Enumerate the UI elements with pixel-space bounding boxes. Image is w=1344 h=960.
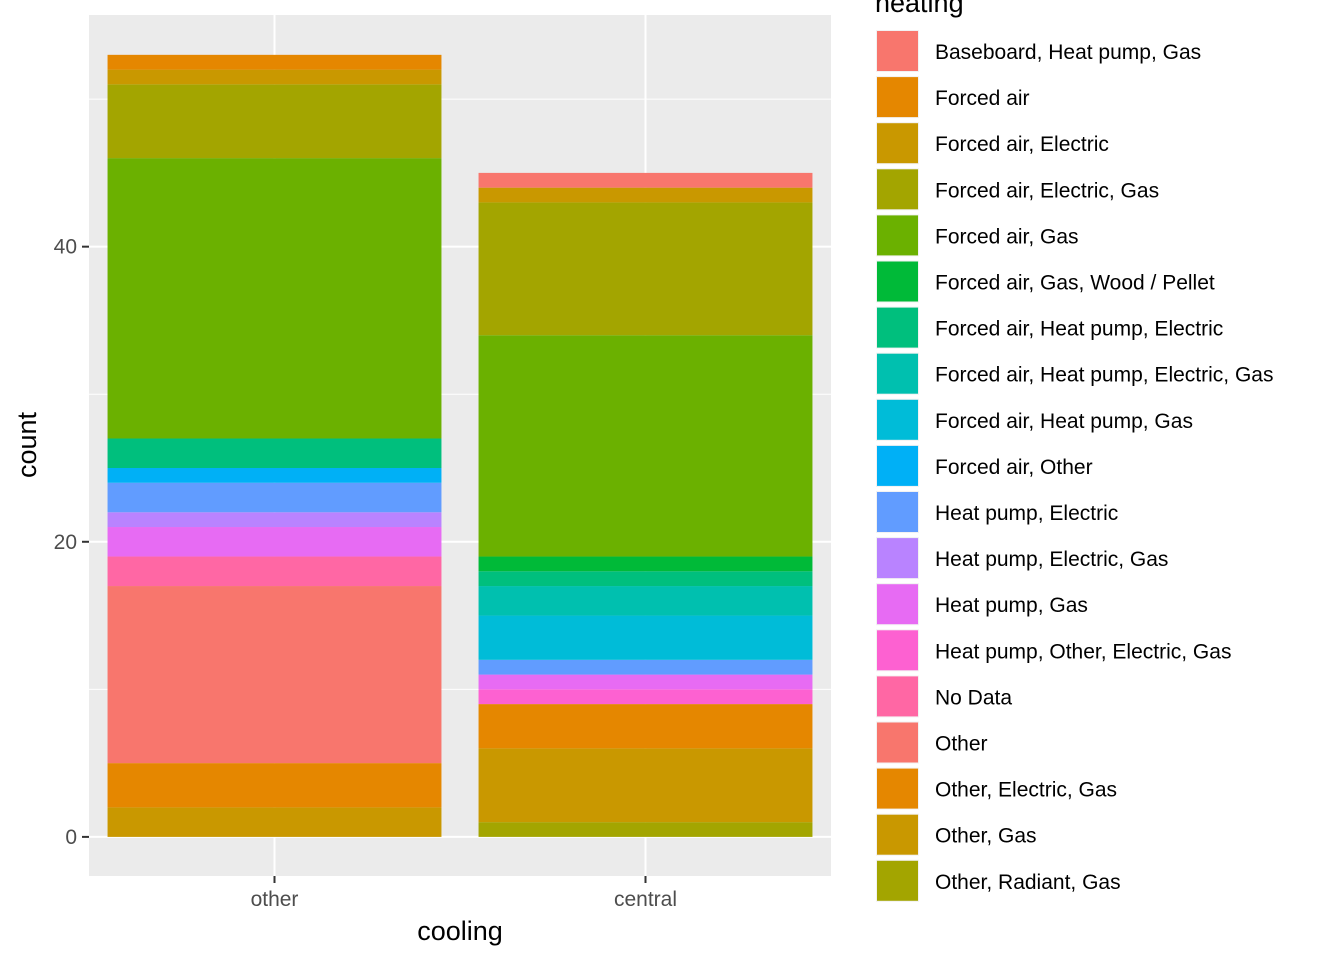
- bar-segment-central-16: [478, 704, 813, 749]
- legend-label: Other, Gas: [935, 825, 1037, 848]
- bar-segment-other-17: [107, 807, 442, 837]
- legend-label: Other, Radiant, Gas: [935, 871, 1121, 894]
- y-tick-label: 20: [54, 531, 77, 554]
- legend-label: Other: [935, 733, 988, 756]
- legend-label: Forced air, Gas: [935, 225, 1079, 248]
- legend-key-swatch: [877, 722, 918, 763]
- x-tick-label: central: [614, 888, 677, 911]
- legend-label: Forced air, Gas, Wood / Pellet: [935, 272, 1215, 295]
- bar-segment-other-10: [107, 482, 442, 513]
- bar-segment-central-13: [478, 689, 813, 705]
- bar-segment-other-2: [107, 69, 442, 85]
- legend-label: Heat pump, Other, Electric, Gas: [935, 640, 1231, 663]
- y-axis-title: count: [12, 411, 42, 478]
- legend-label: No Data: [935, 686, 1012, 709]
- legend-label: Baseboard, Heat pump, Gas: [935, 41, 1201, 64]
- legend-label: Forced air, Heat pump, Electric: [935, 318, 1223, 341]
- legend-key-swatch: [877, 123, 918, 164]
- legend-key-swatch: [877, 169, 918, 210]
- bar-segment-central-18: [478, 822, 813, 837]
- bar-segment-central-0: [478, 172, 813, 188]
- x-axis-title: cooling: [417, 916, 503, 946]
- legend-label: Heat pump, Gas: [935, 594, 1088, 617]
- bar-segment-central-10: [478, 659, 813, 675]
- x-tick-label: other: [251, 888, 299, 911]
- legend-key-swatch: [877, 353, 918, 394]
- legend-key-swatch: [877, 492, 918, 532]
- legend-label: Forced air: [935, 87, 1030, 110]
- legend-label: Heat pump, Electric: [935, 502, 1118, 525]
- bar-segment-other-14: [107, 556, 442, 587]
- legend-key-swatch: [877, 77, 918, 118]
- legend-key-swatch: [877, 445, 918, 486]
- bar-segment-other-3: [107, 84, 442, 159]
- bar-segment-central-2: [478, 187, 813, 203]
- bars: [107, 54, 813, 837]
- legend-label: Forced air, Electric: [935, 133, 1109, 156]
- y-tick-label: 40: [54, 236, 77, 259]
- legend: Baseboard, Heat pump, Gas Forced air Force…: [876, 30, 1273, 902]
- bar-segment-other-12: [107, 527, 442, 557]
- legend-key-swatch: [877, 584, 918, 625]
- y-axis: 0 20 40: [54, 236, 89, 849]
- legend-key-swatch: [877, 215, 918, 256]
- bar-segment-other-4: [107, 158, 442, 439]
- legend-label: Forced air, Other: [935, 456, 1093, 479]
- bar-segment-central-5: [478, 556, 813, 572]
- y-tick-label: 0: [65, 826, 77, 849]
- legend-title: heating: [875, 0, 964, 18]
- bar-segment-other-1: [107, 54, 442, 70]
- bar-segment-central-3: [478, 202, 813, 336]
- bar-segment-other-9: [107, 468, 442, 483]
- legend-label: Forced air, Heat pump, Electric, Gas: [935, 364, 1273, 387]
- legend-key-swatch: [877, 399, 918, 440]
- legend-key-swatch: [877, 676, 918, 717]
- legend-key-swatch: [877, 307, 918, 348]
- legend-key-swatch: [877, 261, 918, 302]
- legend-key-swatch: [877, 860, 918, 901]
- bar-segment-other-6: [107, 438, 442, 469]
- legend-label: Other, Electric, Gas: [935, 779, 1117, 802]
- legend-label: Forced air, Electric, Gas: [935, 179, 1159, 202]
- legend-label: Heat pump, Electric, Gas: [935, 548, 1168, 571]
- bar-segment-central-6: [478, 571, 813, 587]
- bar-segment-other-11: [107, 512, 442, 528]
- legend-key-swatch: [877, 768, 918, 809]
- legend-key-swatch: [877, 31, 918, 71]
- bar-segment-other-16: [107, 763, 442, 808]
- legend-key-swatch: [877, 630, 918, 671]
- bar-segment-central-7: [478, 586, 813, 616]
- legend-key-swatch: [877, 814, 918, 855]
- bar-segment-central-12: [478, 674, 813, 690]
- x-axis: other central: [251, 876, 677, 911]
- bar-segment-central-8: [478, 615, 813, 660]
- bar-segment-central-17: [478, 748, 813, 823]
- bar-segment-other-15: [107, 586, 442, 764]
- bar-segment-central-4: [478, 335, 813, 557]
- legend-key-swatch: [877, 538, 918, 579]
- legend-label: Forced air, Heat pump, Gas: [935, 410, 1193, 433]
